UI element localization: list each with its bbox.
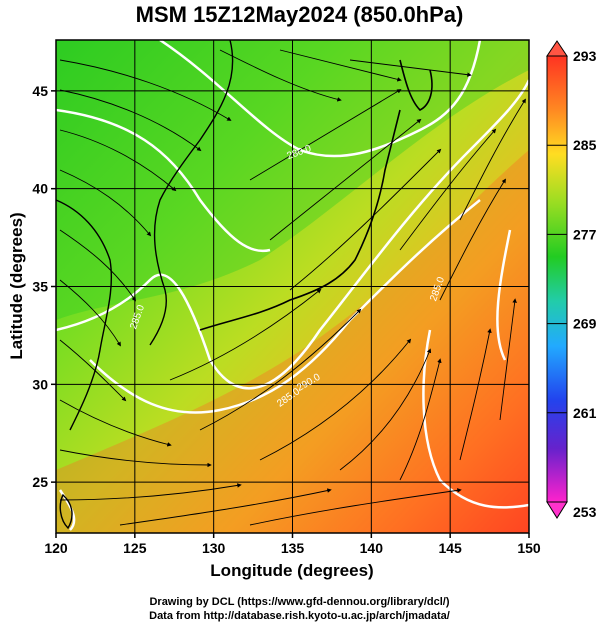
x-tick-label: 145	[438, 540, 462, 556]
isotherm-contour	[56, 79, 529, 390]
x-tick-label: 120	[44, 540, 68, 556]
colorbar-top-triangle	[546, 40, 568, 57]
x-tick-label: 135	[281, 540, 305, 556]
isotherm-contour	[159, 40, 482, 158]
wind-streamlines	[59, 49, 526, 526]
x-tick-label: 140	[360, 540, 384, 556]
isotherm-contour	[56, 108, 271, 253]
colorbar-bottom-triangle	[546, 501, 568, 519]
colorbar-tick-label: 277	[573, 226, 597, 242]
coastline-china	[56, 199, 113, 431]
colorbar-tick-label: 293	[573, 48, 597, 64]
y-tick-label: 40	[32, 181, 48, 197]
y-tick-label: 25	[32, 474, 48, 490]
colorbar-tick-label: 253	[573, 504, 597, 520]
y-axis-title: Latitude (degrees)	[7, 212, 26, 359]
grid-lines	[56, 40, 529, 533]
isotherm-contour	[422, 329, 529, 509]
colorbar: 293 285 277 269 261 253	[546, 40, 597, 520]
coastline-taiwan	[59, 493, 73, 530]
coastline-hokkaido	[399, 59, 433, 111]
chart-title: MSM 15Z12May2024 (850.0hPa)	[135, 2, 464, 27]
y-tick-label: 45	[32, 83, 48, 99]
colorbar-tick-label: 261	[573, 405, 597, 421]
y-tick-label: 30	[32, 376, 48, 392]
isotherm-contour	[496, 229, 512, 361]
x-axis-title: Longitude (degrees)	[210, 561, 373, 580]
colorbar-tick-label: 285	[573, 137, 597, 153]
coastline-korea-china	[149, 40, 234, 346]
coastline-japan	[199, 109, 401, 331]
credit-data-source: Data from http://database.rish.kyoto-u.a…	[149, 610, 450, 622]
warm-air-region	[56, 150, 529, 533]
y-tick-label: 35	[32, 279, 48, 295]
credit-drawing: Drawing by DCL (https://www.gfd-dennou.o…	[149, 596, 450, 608]
x-tick-label: 125	[123, 540, 147, 556]
colorbar-scale	[546, 55, 568, 503]
colorbar-tick-label: 269	[573, 316, 597, 332]
x-tick-label: 150	[517, 540, 541, 556]
x-tick-label: 130	[202, 540, 226, 556]
isotherm-contour	[89, 199, 481, 414]
